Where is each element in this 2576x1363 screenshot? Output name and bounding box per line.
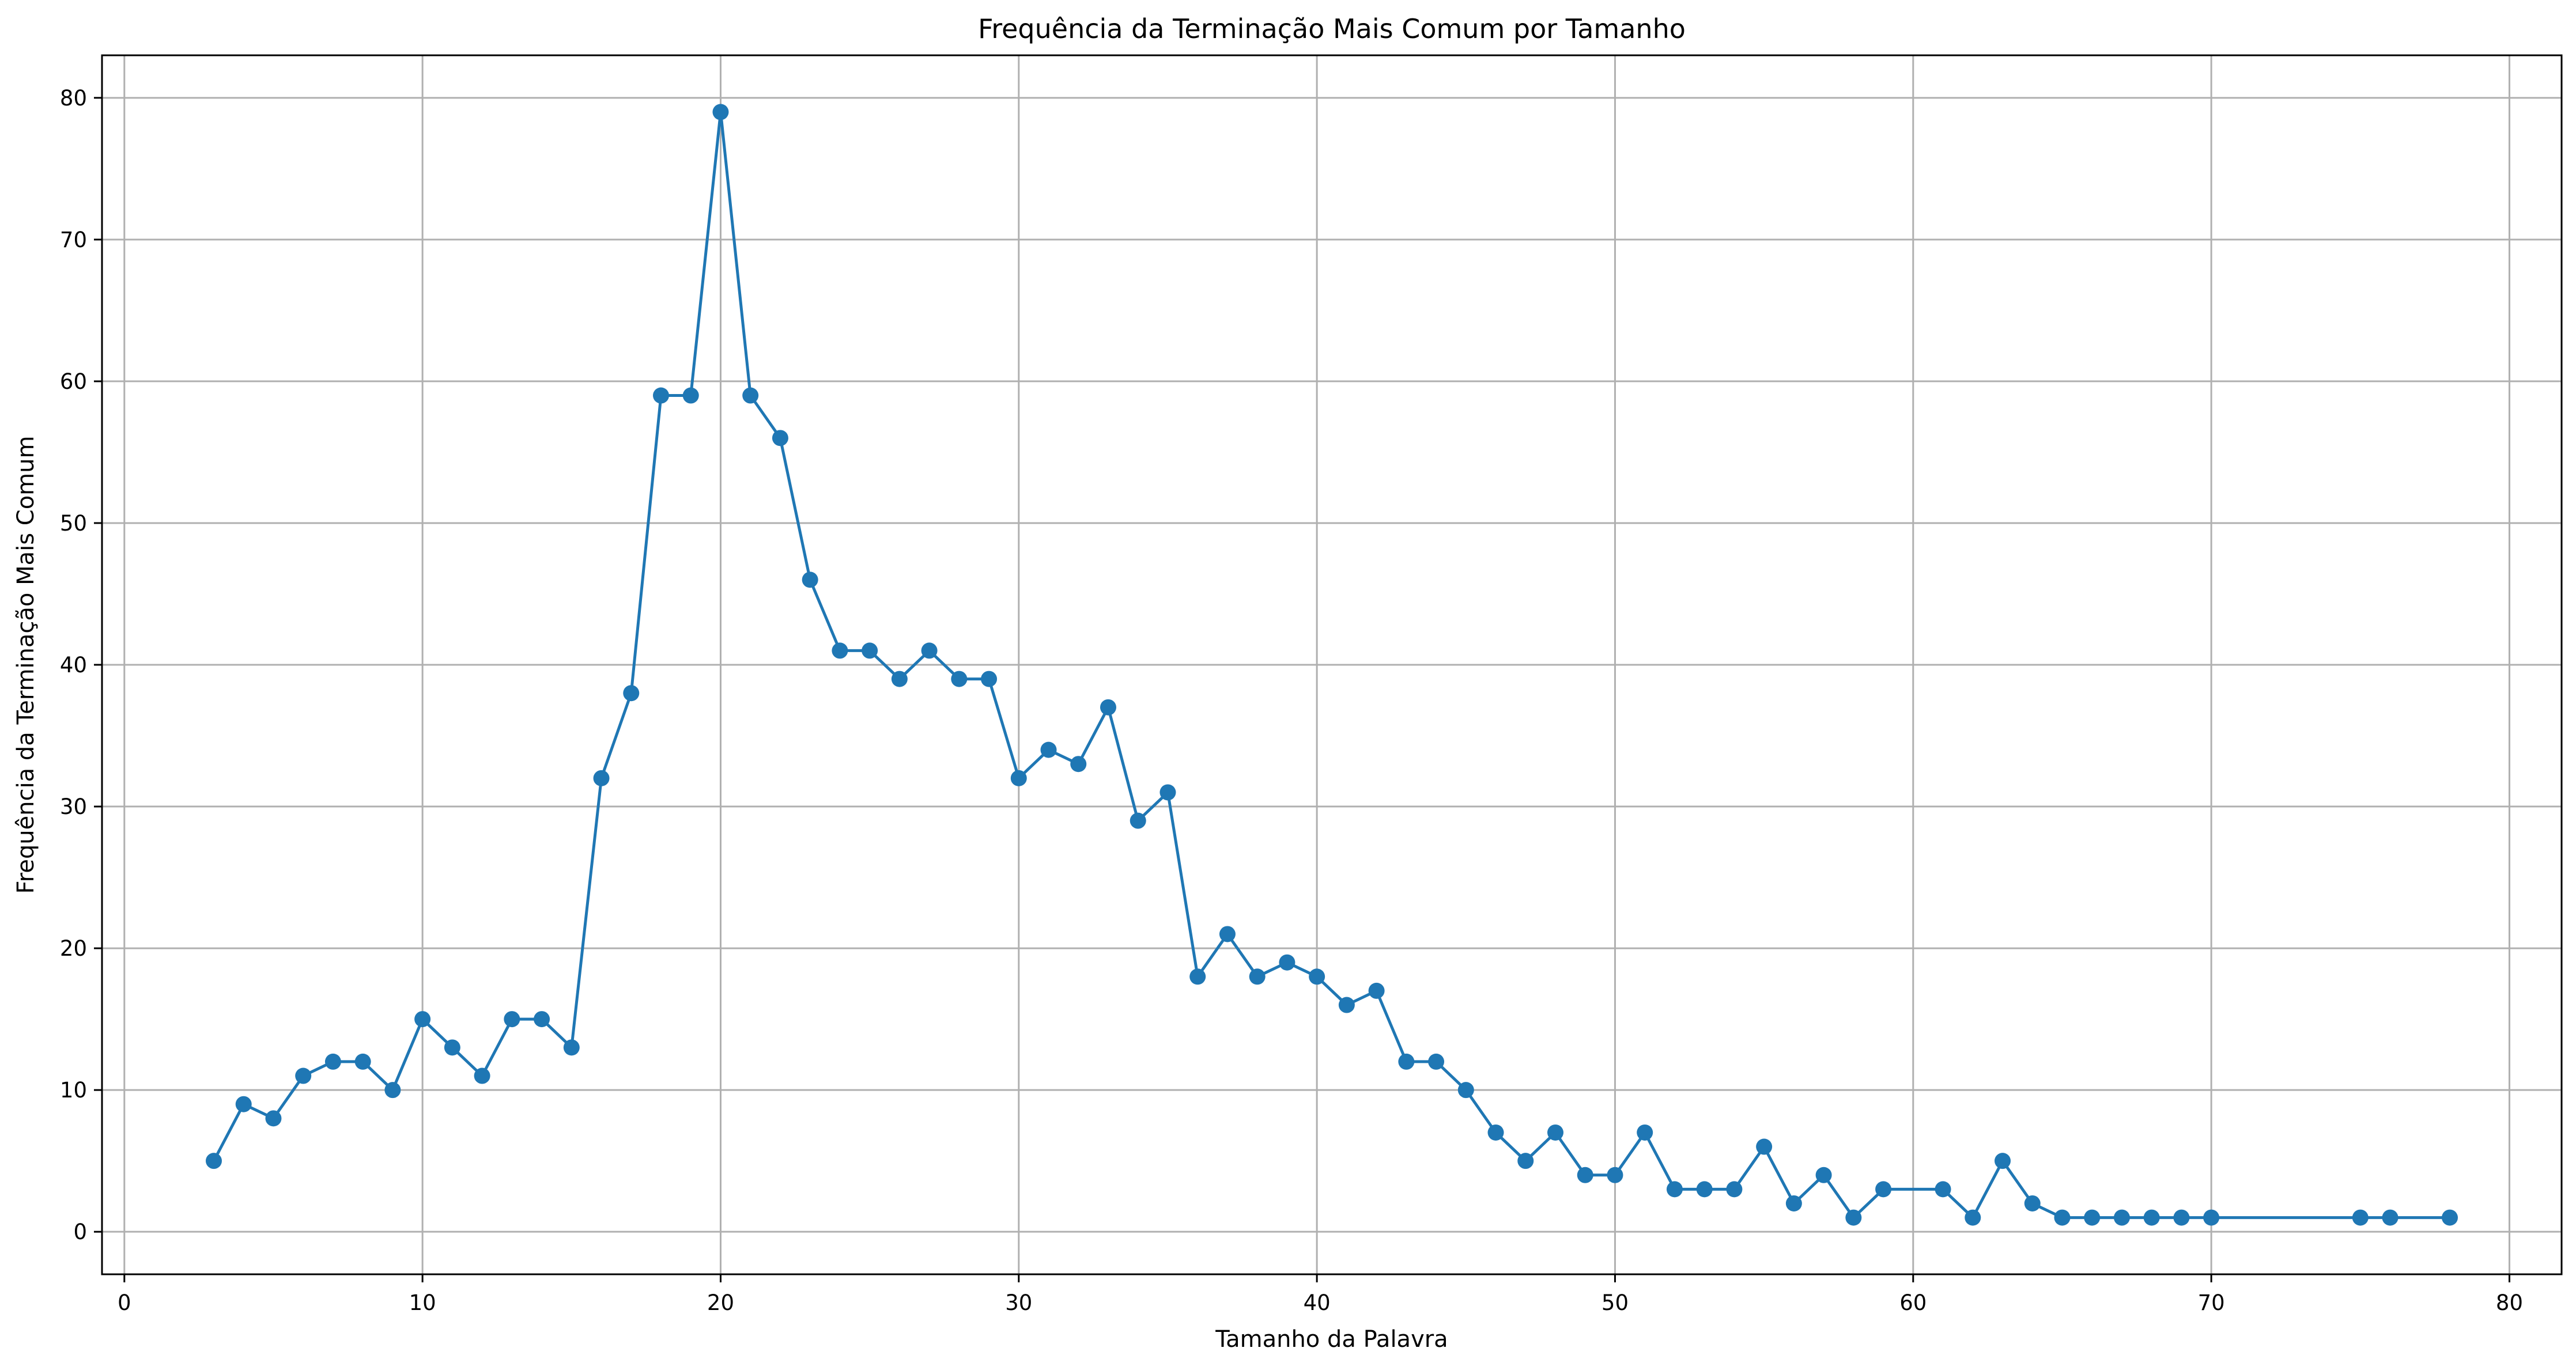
- data-point: [951, 671, 968, 687]
- x-tick-label: 60: [1899, 1290, 1927, 1315]
- x-tick-label: 50: [1601, 1290, 1629, 1315]
- ticks: 0 10 20 30 40 50 60 70 80 0 10 20 30 40 50 60 70 80: [60, 86, 2523, 1315]
- data-point: [2173, 1209, 2190, 1226]
- y-tick-label: 20: [60, 936, 87, 961]
- y-tick-label: 50: [60, 511, 87, 536]
- data-point: [1995, 1153, 2011, 1169]
- x-tick-label: 30: [1005, 1290, 1032, 1315]
- data-point: [2203, 1209, 2220, 1226]
- data-point: [1547, 1124, 1563, 1141]
- data-point: [474, 1067, 490, 1084]
- x-tick-label: 20: [707, 1290, 734, 1315]
- y-tick-label: 30: [60, 794, 87, 819]
- data-point: [1398, 1053, 1415, 1070]
- data-point: [265, 1110, 282, 1127]
- data-point: [712, 104, 729, 120]
- data-point: [2352, 1209, 2369, 1226]
- data-point: [593, 770, 610, 786]
- data-point: [2442, 1209, 2458, 1226]
- x-tick-label: 80: [2496, 1290, 2523, 1315]
- data-point: [324, 1053, 341, 1070]
- data-point: [1010, 770, 1027, 786]
- data-point: [1159, 784, 1176, 801]
- data-point: [534, 1011, 550, 1028]
- data-point: [1100, 699, 1116, 715]
- x-axis-title: Tamanho da Palavra: [1215, 1326, 1448, 1353]
- x-tick-label: 0: [118, 1290, 131, 1315]
- y-tick-label: 80: [60, 86, 87, 111]
- data-point: [1368, 982, 1385, 999]
- data-point: [354, 1053, 371, 1070]
- data-point: [235, 1096, 252, 1112]
- data-point: [1457, 1082, 1474, 1099]
- y-tick-label: 0: [73, 1220, 87, 1244]
- data-point: [1279, 954, 1295, 971]
- data-point: [563, 1039, 580, 1056]
- data-point: [653, 387, 669, 404]
- data-point: [1756, 1138, 1773, 1155]
- series-layer: [206, 104, 2458, 1226]
- data-point: [1040, 741, 1057, 758]
- data-point: [384, 1082, 401, 1099]
- data-point: [1070, 756, 1087, 773]
- data-point: [921, 642, 938, 659]
- data-point: [1338, 997, 1355, 1013]
- data-point: [1309, 968, 1325, 985]
- x-tick-label: 40: [1304, 1290, 1331, 1315]
- data-point: [2024, 1195, 2041, 1211]
- data-point: [1189, 968, 1206, 985]
- data-point: [1637, 1124, 1653, 1141]
- data-point: [1249, 968, 1266, 985]
- data-point: [1130, 812, 1146, 829]
- data-point: [1815, 1167, 1832, 1183]
- data-point: [1428, 1053, 1445, 1070]
- data-point: [2054, 1209, 2071, 1226]
- data-point: [444, 1039, 460, 1056]
- data-point: [414, 1011, 431, 1028]
- data-point: [1785, 1195, 1802, 1211]
- data-point: [1517, 1153, 1534, 1169]
- y-tick-label: 10: [60, 1078, 87, 1103]
- data-point: [1726, 1181, 1743, 1198]
- data-point: [1577, 1167, 1593, 1183]
- data-point: [981, 671, 998, 687]
- data-point: [504, 1011, 520, 1028]
- data-point: [682, 387, 699, 404]
- data-point: [742, 387, 759, 404]
- data-point: [206, 1153, 222, 1169]
- data-point: [1696, 1181, 1713, 1198]
- x-tick-label: 70: [2198, 1290, 2225, 1315]
- data-point: [802, 571, 818, 588]
- y-tick-label: 70: [60, 228, 87, 252]
- data-point: [2084, 1209, 2101, 1226]
- data-point: [295, 1067, 312, 1084]
- data-point: [2143, 1209, 2160, 1226]
- series-line: [212, 110, 2450, 1220]
- data-point: [1845, 1209, 1862, 1226]
- chart-title: Frequência da Terminação Mais Comum por …: [978, 13, 1686, 44]
- x-tick-label: 10: [409, 1290, 436, 1315]
- data-point: [891, 671, 908, 687]
- data-point: [832, 642, 848, 659]
- data-point: [1935, 1181, 1951, 1198]
- y-tick-label: 40: [60, 653, 87, 677]
- data-point: [1965, 1209, 1981, 1226]
- data-point: [623, 685, 640, 702]
- y-tick-label: 60: [60, 369, 87, 394]
- data-point: [1875, 1181, 1892, 1198]
- data-point: [2113, 1209, 2130, 1226]
- data-point: [1607, 1167, 1623, 1183]
- data-point: [1487, 1124, 1504, 1141]
- grid: [102, 55, 2562, 1274]
- data-point: [1666, 1181, 1683, 1198]
- data-point: [1219, 926, 1236, 942]
- data-point: [2382, 1209, 2399, 1226]
- data-point: [862, 642, 878, 659]
- data-point: [772, 430, 788, 446]
- y-axis-title: Frequência da Terminação Mais Comum: [13, 436, 39, 894]
